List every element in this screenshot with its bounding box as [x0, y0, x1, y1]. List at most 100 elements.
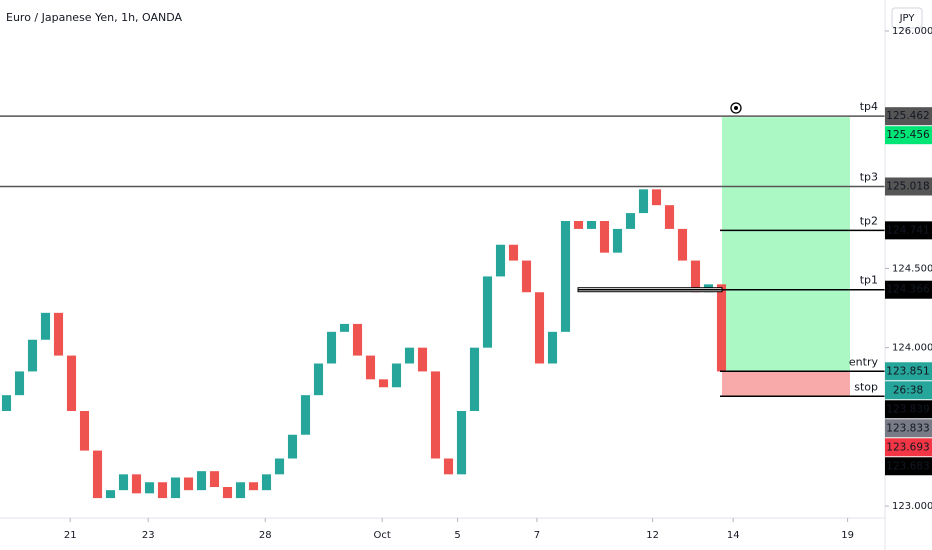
price-label-bg: [885, 438, 932, 457]
x-tick-label: 28: [259, 530, 272, 541]
candle: [326, 331, 337, 364]
candle: [183, 477, 194, 491]
x-tick-label: 23: [142, 530, 155, 541]
candle: [157, 482, 168, 499]
candle: [378, 379, 389, 388]
candle: [508, 244, 519, 261]
countdown: 26:38: [893, 384, 923, 396]
candle: [586, 221, 597, 229]
candle: [352, 323, 363, 356]
candle: [599, 221, 610, 253]
price-label-bg: [885, 419, 932, 438]
y-tick-label: 126.000: [892, 26, 932, 37]
candle: [573, 221, 584, 229]
level-label: tp1: [860, 274, 878, 287]
price-label-bg: [885, 126, 932, 145]
candle: [222, 487, 233, 499]
x-tick-label: 7: [534, 530, 540, 541]
level-label: entry: [849, 355, 879, 368]
currency-label[interactable]: JPY: [899, 13, 916, 24]
x-tick-label: 19: [841, 530, 854, 541]
price-label: 123.693: [886, 441, 929, 453]
price-label-bg: [885, 177, 932, 196]
y-tick-label: 124.000: [892, 343, 932, 354]
candle: [443, 458, 454, 475]
price-label-bg: [885, 221, 932, 240]
plot-area: [0, 115, 885, 499]
candle: [144, 482, 155, 494]
candle: [417, 347, 428, 372]
price-label-bg: [885, 362, 932, 381]
countdown-bg: [885, 381, 932, 400]
target-zone: [722, 117, 850, 372]
price-label: 125.018: [886, 180, 929, 192]
candle: [92, 450, 103, 499]
candle: [469, 347, 480, 411]
candle: [638, 189, 649, 214]
candle: [261, 474, 272, 491]
candle: [274, 458, 285, 475]
x-tick-label: 5: [454, 530, 460, 541]
candle: [547, 331, 558, 364]
candle: [1, 395, 12, 411]
candle: [664, 205, 675, 229]
candle: [365, 355, 376, 380]
candle: [118, 474, 129, 491]
candle: [391, 363, 402, 388]
level-label: tp2: [860, 214, 878, 227]
candle: [40, 312, 51, 340]
eye-icon: [730, 102, 742, 114]
currency-button[interactable]: [891, 7, 923, 29]
candle: [196, 471, 207, 491]
candle: [404, 347, 415, 364]
price-label: 124.741: [886, 224, 929, 236]
candle: [131, 474, 142, 494]
level-label: tp4: [860, 100, 878, 113]
candle: [521, 260, 532, 293]
price-label: 123.683: [886, 460, 929, 472]
candle: [495, 244, 506, 277]
price-label: 123.839: [886, 403, 929, 415]
candle: [66, 355, 77, 411]
x-tick-label: 21: [64, 530, 77, 541]
y-tick-label: 124.500: [892, 264, 932, 275]
candle: [612, 228, 623, 253]
price-label-bg: [885, 457, 932, 476]
x-tick-label: Oct: [374, 530, 391, 541]
candle: [716, 284, 727, 372]
candle: [625, 213, 636, 229]
price-label: 124.366: [886, 284, 930, 296]
y-tick-label: 123.000: [892, 501, 932, 512]
candle: [300, 395, 311, 435]
candle: [79, 411, 90, 451]
stop-zone: [722, 371, 850, 397]
price-label: 125.456: [886, 129, 930, 141]
chart-title: Euro / Japanese Yen, 1h, OANDA: [6, 11, 183, 24]
candle: [456, 411, 467, 475]
candle: [690, 260, 701, 293]
candle: [313, 363, 324, 396]
price-label: 123.851: [886, 365, 929, 377]
candle: [235, 482, 246, 499]
candle: [677, 228, 688, 261]
candle: [287, 434, 298, 459]
price-label-bg: [885, 400, 932, 419]
price-label: 123.833: [886, 422, 929, 434]
price-label: 125.462: [886, 110, 929, 122]
candle: [534, 292, 545, 364]
price-label-bg: [885, 107, 932, 126]
candle: [482, 276, 493, 348]
candle: [105, 490, 116, 499]
candle: [248, 482, 259, 491]
candle: [27, 339, 38, 372]
candle: [651, 189, 662, 206]
candle: [53, 312, 64, 356]
x-tick-label: 12: [646, 530, 659, 541]
candle: [14, 371, 25, 396]
candle: [170, 477, 181, 499]
level-label: stop: [854, 380, 878, 393]
candle: [339, 323, 350, 332]
candle: [430, 371, 441, 459]
